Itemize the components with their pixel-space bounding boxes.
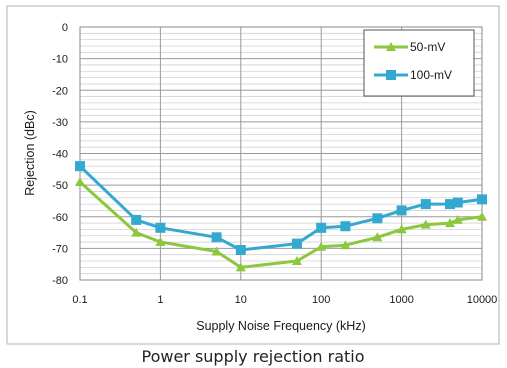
legend: 50-mV 100-mV (363, 29, 475, 97)
x-tick-labels: 0.1 1 10 100 1000 10000 (72, 294, 497, 306)
data-point-triangle (420, 219, 431, 229)
data-point-square (445, 199, 456, 210)
legend-label: 100-mV (410, 68, 452, 82)
data-point-square (396, 205, 407, 216)
series-50-mV (75, 176, 487, 272)
data-point-square (477, 194, 487, 205)
legend-entry: 50-mV (374, 40, 445, 54)
data-point-triangle (291, 256, 302, 266)
data-point-square (211, 232, 222, 243)
y-axis-label: Rejection (dBc) (23, 110, 37, 195)
y-tick-labels: 0 -10 -20 -30 -40 -50 -60 -70 -80 (52, 22, 68, 287)
x-tick-label: 1 (157, 294, 163, 306)
x-tick-label: 0.1 (72, 294, 87, 306)
data-point-square (372, 213, 383, 224)
data-point-square (155, 222, 166, 233)
plot-area-border (79, 26, 483, 281)
data-point-triangle (372, 232, 383, 242)
data-point-triangle (75, 176, 85, 186)
data-point-triangle (340, 240, 351, 250)
data-point-triangle (452, 214, 463, 224)
data-point-square (386, 70, 396, 80)
data-point-square (235, 244, 246, 255)
data-point-triangle (396, 224, 407, 234)
x-tick-label: 100 (312, 294, 330, 306)
data-point-square (452, 197, 463, 208)
data-point-triangle (477, 211, 487, 221)
data-point-triangle (316, 241, 327, 251)
x-tick-label: 1000 (389, 294, 413, 306)
data-point-square (291, 238, 302, 249)
data-point-square (420, 199, 431, 210)
legend-entry: 100-mV (374, 68, 452, 82)
data-point-square (131, 214, 142, 225)
y-tick-label: -30 (52, 117, 68, 129)
y-tick-label: -60 (52, 212, 68, 224)
x-tick-label: 10 (235, 294, 247, 306)
x-axis-label: Supply Noise Frequency (kHz) (196, 319, 366, 333)
data-point-triangle (235, 262, 246, 272)
y-tick-label: -10 (52, 54, 68, 66)
data-point-triangle (211, 246, 222, 256)
x-tick-label: 10000 (467, 294, 498, 306)
y-tick-label: -80 (52, 275, 68, 287)
y-tick-label: -20 (52, 85, 68, 97)
data-point-triangle (155, 237, 166, 247)
legend-label: 50-mV (410, 40, 445, 54)
data-point-square (316, 222, 327, 233)
y-tick-label: -50 (52, 180, 68, 192)
data-point-triangle (131, 227, 142, 237)
series-layer (75, 161, 487, 272)
y-tick-label: -40 (52, 149, 68, 161)
y-tick-label: -70 (52, 243, 68, 255)
data-point-triangle (386, 42, 396, 51)
data-point-square (75, 161, 85, 172)
legend-box (363, 29, 475, 97)
series-line (78, 180, 483, 269)
data-point-triangle (445, 218, 456, 228)
data-point-square (340, 221, 351, 232)
series-100-mV (75, 161, 487, 255)
y-tick-label: 0 (62, 22, 68, 34)
figure-caption: Power supply rejection ratio (141, 347, 364, 366)
